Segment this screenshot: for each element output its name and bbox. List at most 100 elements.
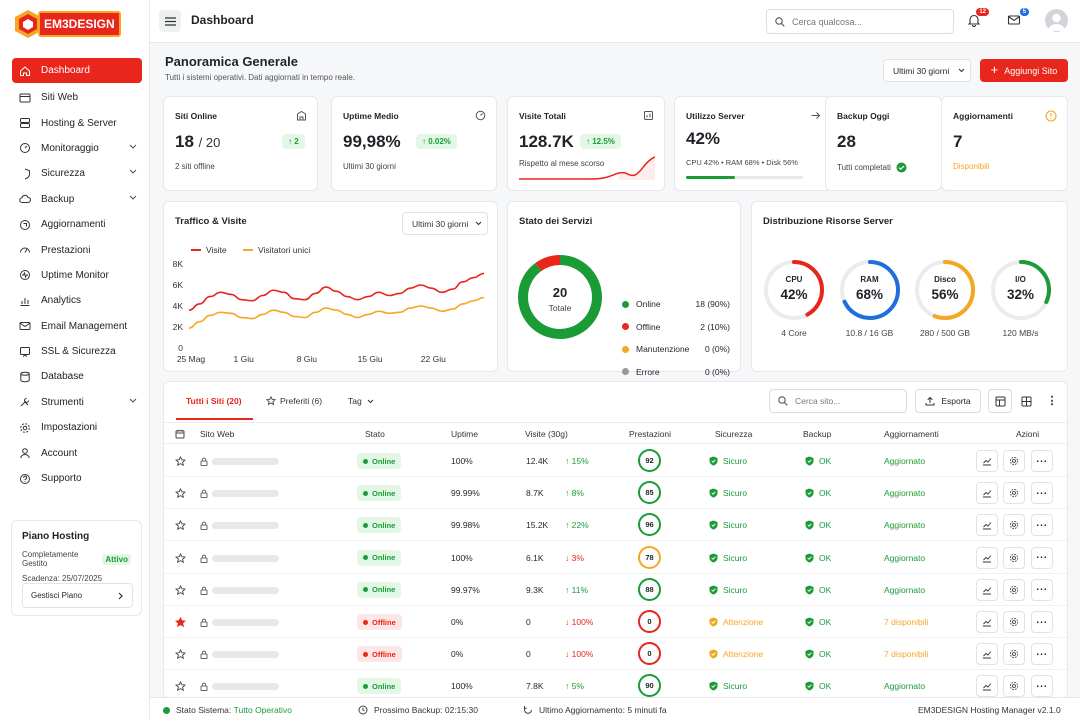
column-header[interactable]: Uptime xyxy=(451,429,478,439)
star-outline-icon[interactable] xyxy=(175,456,186,467)
row-more-button[interactable]: ... xyxy=(1031,514,1053,537)
traffic-range-select[interactable]: Ultimi 30 giorni xyxy=(402,212,488,235)
analytics-button[interactable] xyxy=(976,611,998,633)
table-row[interactable]: Online 99.97% 9.3K ↑ 11% 88 Sicuro OK Ag… xyxy=(164,574,1067,606)
sidebar-item-hosting-server[interactable]: Hosting & Server xyxy=(12,110,142,135)
star-outline-icon[interactable] xyxy=(175,520,186,531)
column-header[interactable]: Prestazioni xyxy=(629,429,672,439)
site-url-redacted[interactable] xyxy=(212,651,279,659)
sidebar-item-strumenti[interactable]: Strumenti xyxy=(12,390,142,415)
site-url-redacted[interactable] xyxy=(212,522,279,530)
settings-button[interactable] xyxy=(1003,675,1025,698)
arrow-down-icon: ↓ xyxy=(565,552,570,563)
sidebar-item-ssl-sicurezza[interactable]: SSL & Sicurezza xyxy=(12,339,142,364)
more-options-button[interactable]: ⋮ xyxy=(1040,389,1064,413)
table-row[interactable]: Offline 0% 0 ↓ 100% 0 Attenzione OK 7 di… xyxy=(164,606,1067,638)
row-more-button[interactable]: ... xyxy=(1031,546,1053,569)
analytics-button[interactable] xyxy=(976,514,998,537)
sidebar-item-monitoraggio[interactable]: Monitoraggio xyxy=(12,136,142,161)
star-outline-icon[interactable] xyxy=(175,552,186,564)
table-row[interactable]: Online 100% 6.1K ↓ 3% 78 Sicuro OK Aggio… xyxy=(164,542,1067,574)
site-url-redacted[interactable] xyxy=(212,490,279,498)
site-search-input[interactable]: Cerca sito... xyxy=(769,389,907,413)
settings-button[interactable] xyxy=(1003,611,1025,633)
manage-plan-button[interactable]: Gestisci Piano xyxy=(22,583,133,608)
column-header[interactable]: Aggiornamenti xyxy=(884,429,939,439)
trend-value: 100% xyxy=(571,649,594,660)
column-header[interactable]: Backup xyxy=(803,429,832,439)
analytics-button[interactable] xyxy=(976,482,998,505)
clock-icon xyxy=(358,705,368,715)
messages-button[interactable]: 5 xyxy=(1007,8,1029,29)
analytics-button[interactable] xyxy=(976,643,998,666)
sidebar-item-supporto[interactable]: Supporto xyxy=(12,466,142,491)
sidebar-item-analytics[interactable]: Analytics xyxy=(12,288,142,313)
row-more-button[interactable]: ... xyxy=(1031,578,1053,601)
overview-range-select[interactable]: Ultimi 30 giorni xyxy=(883,59,971,82)
row-more-button[interactable]: ... xyxy=(1031,482,1053,505)
table-row[interactable]: Offline 0% 0 ↓ 100% 0 Attenzione OK 7 di… xyxy=(164,638,1067,671)
tab-all-sites[interactable]: Tutti i Siti (20) xyxy=(186,396,242,406)
user-avatar[interactable] xyxy=(1045,9,1068,32)
row-more-button[interactable]: ... xyxy=(1031,643,1053,666)
settings-button[interactable] xyxy=(1003,578,1025,601)
sidebar-item-dashboard[interactable]: Dashboard xyxy=(12,58,142,83)
sidebar-item-siti-web[interactable]: Siti Web xyxy=(12,85,142,110)
settings-button[interactable] xyxy=(1003,643,1025,666)
chevron-down-icon xyxy=(958,68,965,73)
menu-toggle-button[interactable] xyxy=(159,10,181,32)
settings-button[interactable] xyxy=(1003,482,1025,505)
tab-tags[interactable]: Tag xyxy=(348,396,374,406)
site-url-redacted[interactable] xyxy=(212,586,279,594)
table-row[interactable]: Online 100% 7.8K ↑ 5% 90 Sicuro OK Aggio… xyxy=(164,670,1067,698)
series-line-1 xyxy=(188,296,485,329)
tab-favorites[interactable]: Preferiti (6) xyxy=(266,396,322,406)
add-site-button[interactable]: + Aggiungi Sito xyxy=(980,59,1068,82)
sidebar-item-impostazioni[interactable]: Impostazioni xyxy=(12,415,142,440)
brand-logo[interactable]: EM3DESIGN xyxy=(12,8,121,40)
site-url-redacted[interactable] xyxy=(212,619,279,626)
sidebar-item-database[interactable]: Database xyxy=(12,364,142,389)
export-button[interactable]: Esporta xyxy=(915,389,981,413)
settings-button[interactable] xyxy=(1003,450,1025,472)
sidebar-item-uptime-monitor[interactable]: Uptime Monitor xyxy=(12,263,142,288)
star-outline-icon[interactable] xyxy=(175,649,186,660)
site-url-redacted[interactable] xyxy=(212,554,279,562)
row-more-button[interactable]: ... xyxy=(1031,450,1053,472)
grid-view-button[interactable] xyxy=(1014,389,1038,413)
star-outline-icon[interactable] xyxy=(175,584,186,596)
site-url-redacted[interactable] xyxy=(212,458,279,465)
sidebar-item-account[interactable]: Account xyxy=(12,440,142,465)
star-outline-icon[interactable] xyxy=(175,681,186,692)
settings-button[interactable] xyxy=(1003,514,1025,537)
row-more-button[interactable]: ... xyxy=(1031,675,1053,698)
star-outline-icon[interactable] xyxy=(175,488,186,499)
column-header[interactable]: Sito Web xyxy=(200,429,235,439)
sidebar-item-aggiornamenti[interactable]: Aggiornamenti xyxy=(12,212,142,237)
settings-button[interactable] xyxy=(1003,546,1025,569)
uptime-cell: 99.98% xyxy=(451,520,480,531)
sidebar-item-backup[interactable]: Backup xyxy=(12,187,142,212)
tab-favorites-label: Preferiti (6) xyxy=(280,396,323,406)
star-filled-icon[interactable] xyxy=(175,617,186,628)
analytics-button[interactable] xyxy=(976,675,998,698)
table-row[interactable]: Online 99.98% 15.2K ↑ 22% 96 Sicuro OK A… xyxy=(164,509,1067,542)
sidebar-item-prestazioni[interactable]: Prestazioni xyxy=(12,237,142,262)
row-more-button[interactable]: ... xyxy=(1031,611,1053,633)
server-icon xyxy=(19,117,31,129)
column-header[interactable]: Sicurezza xyxy=(715,429,753,439)
analytics-button[interactable] xyxy=(976,450,998,472)
column-header[interactable]: Stato xyxy=(365,429,385,439)
table-row[interactable]: Online 100% 12.4K ↑ 15% 92 Sicuro OK Agg… xyxy=(164,445,1067,477)
table-row[interactable]: Online 99.99% 8.7K ↑ 8% 85 Sicuro OK Agg… xyxy=(164,477,1067,510)
analytics-button[interactable] xyxy=(976,578,998,601)
global-search-input[interactable]: Cerca qualcosa... xyxy=(766,9,954,34)
analytics-button[interactable] xyxy=(976,546,998,569)
column-header[interactable]: Visite (30g) xyxy=(525,429,568,439)
column-header[interactable]: Azioni xyxy=(1016,429,1040,439)
sidebar-item-sicurezza[interactable]: Sicurezza xyxy=(12,161,142,186)
table-view-button[interactable] xyxy=(988,389,1012,413)
sidebar-item-email-management[interactable]: Email Management xyxy=(12,314,142,339)
site-url-redacted[interactable] xyxy=(212,683,279,691)
notifications-button[interactable]: 12 xyxy=(967,8,989,29)
